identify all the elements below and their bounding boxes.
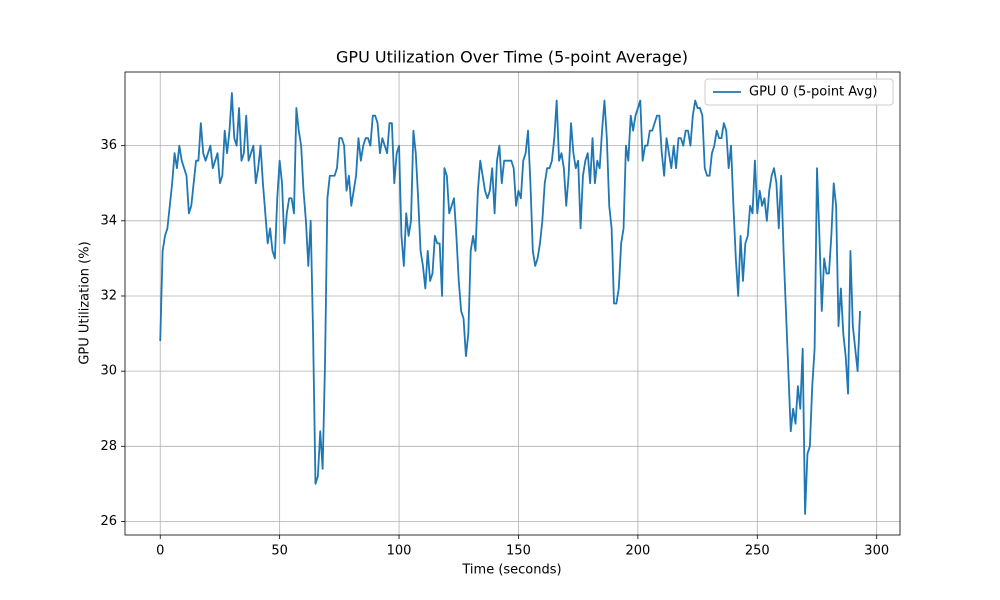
legend-box (704, 78, 894, 106)
x-axis-label: Time (seconds) (461, 563, 561, 578)
legend-label: GPU 0 (5-point Avg) (749, 85, 877, 100)
x-tick-label: 200 (625, 544, 650, 559)
y-axis-label: GPU Utilization (%) (78, 241, 93, 364)
x-tick-label: 50 (271, 544, 288, 559)
y-tick-label: 30 (100, 364, 117, 379)
chart-title: GPU Utilization Over Time (5-point Avera… (336, 48, 688, 67)
x-tick-label: 150 (506, 544, 531, 559)
y-tick-label: 26 (100, 514, 117, 529)
x-tick-label: 0 (156, 544, 164, 559)
x-tick-label: 300 (864, 544, 889, 559)
x-tick-label: 250 (745, 544, 770, 559)
y-tick-label: 32 (100, 288, 117, 303)
plot-frame (124, 71, 901, 536)
x-tick-label: 100 (387, 544, 412, 559)
y-tick-label: 28 (100, 439, 117, 454)
y-tick-label: 36 (100, 138, 117, 153)
y-tick-label: 34 (100, 213, 117, 228)
data-line (159, 92, 861, 515)
